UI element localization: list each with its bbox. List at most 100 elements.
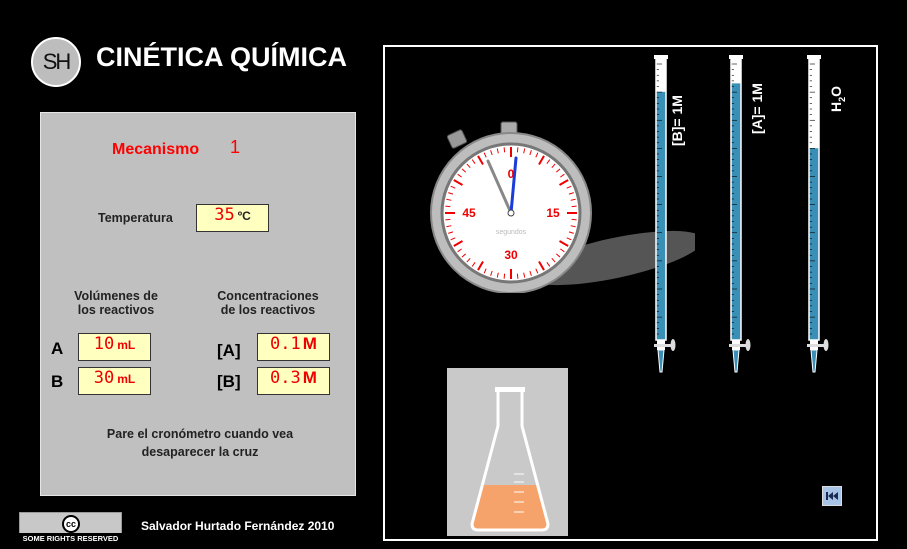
- stopwatch-reset-button[interactable]: [446, 129, 468, 149]
- author-credit: Salvador Hurtado Fernández 2010: [141, 519, 335, 533]
- dial-tick: [551, 163, 556, 169]
- volume-b-unit: mL: [117, 372, 136, 386]
- volume-a-value: 10: [93, 334, 115, 354]
- conc-b-field[interactable]: 0.3 M: [257, 367, 330, 395]
- conc-a-field[interactable]: 0.1 M: [257, 333, 330, 361]
- dial-tick: [450, 185, 456, 189]
- cc-icon: cc: [62, 515, 80, 533]
- dial-tick: [516, 147, 519, 153]
- dial-caption: segundos: [496, 229, 527, 236]
- dial-tick: [571, 205, 577, 208]
- reactant-b-label: B: [51, 372, 64, 391]
- burette-water-label: H2O: [828, 85, 847, 112]
- dial-tick: [448, 192, 454, 195]
- logo-text: SH: [42, 49, 72, 74]
- dial-tick: [566, 185, 572, 189]
- mechanism-label: Mecanismo: [112, 141, 200, 158]
- dial-tick: [523, 272, 526, 278]
- burette-liquid: [656, 91, 666, 340]
- dial-mark-0: 0: [508, 167, 515, 181]
- burette-stopcock[interactable]: [729, 344, 749, 347]
- stopwatch-ghost-hand: [486, 159, 513, 215]
- dial-tick: [483, 152, 487, 158]
- dial-tick: [445, 218, 451, 221]
- flask-liquid: [472, 485, 548, 530]
- conc-b-label: [B]: [217, 372, 241, 391]
- dial-tick: [490, 150, 493, 156]
- burette-a[interactable]: [726, 54, 752, 384]
- dial-tick: [448, 231, 454, 234]
- dial-tick: [503, 147, 506, 153]
- stopwatch-ticks: [445, 147, 577, 279]
- mechanism-value[interactable]: 1: [230, 137, 241, 157]
- dial-tick: [551, 257, 556, 263]
- volume-b-value: 30: [93, 368, 115, 388]
- dial-mark-15: 15: [546, 206, 560, 220]
- dial-tick: [558, 240, 569, 247]
- dial-tick: [477, 155, 484, 166]
- dial-tick: [446, 198, 452, 201]
- temperature-unit: ºC: [237, 209, 251, 223]
- dial-tick: [560, 248, 565, 253]
- burette-stopcock[interactable]: [807, 344, 827, 347]
- dial-tick: [503, 273, 506, 279]
- burette-water[interactable]: [804, 54, 830, 384]
- dial-tick: [471, 262, 476, 267]
- stopwatch-hand: [509, 156, 518, 215]
- burette-rim: [807, 55, 821, 59]
- dial-tick: [466, 257, 471, 263]
- dial-tick: [568, 192, 574, 195]
- burette-a-label: [A]= 1M: [749, 83, 765, 134]
- dial-tick: [546, 159, 551, 164]
- temperature-label: Temperatura: [98, 211, 173, 225]
- concentrations-heading-line1: Concentraciones: [217, 289, 319, 303]
- dial-tick: [453, 240, 464, 247]
- instructions-line2: desaparecer la cruz: [141, 445, 259, 459]
- dial-tick: [471, 159, 476, 164]
- volumes-heading: Volúmenes de los reactivos: [67, 289, 165, 317]
- burette-stopcock[interactable]: [654, 344, 674, 347]
- dial-mark-30: 30: [504, 248, 518, 262]
- rewind-button[interactable]: [822, 486, 842, 506]
- dial-tick: [466, 163, 471, 169]
- dial-tick: [457, 248, 462, 253]
- burette-rim: [654, 55, 668, 59]
- dial-tick: [558, 179, 569, 186]
- volume-a-field[interactable]: 10 mL: [78, 333, 151, 361]
- flask-rim: [495, 387, 525, 392]
- dial-tick: [538, 155, 545, 166]
- temperature-field[interactable]: 35 ºC: [196, 204, 269, 232]
- volume-b-field[interactable]: 30 mL: [78, 367, 151, 395]
- conc-a-unit: M: [302, 334, 317, 353]
- stopwatch[interactable]: 0 15 30 45 segundos: [425, 118, 695, 293]
- dial-tick: [555, 168, 561, 173]
- flask-graduations: [514, 473, 524, 513]
- volume-a-unit: mL: [117, 338, 136, 352]
- dial-tick: [496, 272, 499, 278]
- conc-b-value: 0.3: [270, 368, 301, 388]
- flask-outline: [470, 388, 550, 532]
- concentrations-heading-line2: de los reactivos: [220, 303, 316, 317]
- dial-tick: [555, 253, 561, 258]
- burette-tip: [657, 349, 665, 373]
- stopwatch-pivot: [507, 209, 515, 217]
- dial-tick: [483, 268, 487, 274]
- author-logo: SH: [31, 37, 81, 87]
- dial-tick: [566, 237, 572, 241]
- dial-tick: [535, 268, 539, 274]
- dial-tick: [446, 225, 452, 228]
- conc-a-value: 0.1: [270, 334, 301, 354]
- erlenmeyer-flask[interactable]: [470, 386, 550, 532]
- dial-tick: [461, 253, 467, 258]
- dial-tick: [450, 237, 456, 241]
- dial-tick: [490, 270, 493, 276]
- dial-tick: [496, 148, 499, 154]
- burette-liquid: [731, 83, 741, 340]
- dial-tick: [529, 150, 532, 156]
- temperature-value: 35: [214, 205, 235, 225]
- volumes-heading-line1: Volúmenes de: [74, 289, 158, 303]
- concentrations-heading: Concentraciones de los reactivos: [206, 289, 330, 317]
- dial-tick: [560, 173, 565, 178]
- burette-tip: [732, 349, 740, 373]
- burette-b[interactable]: [651, 54, 677, 384]
